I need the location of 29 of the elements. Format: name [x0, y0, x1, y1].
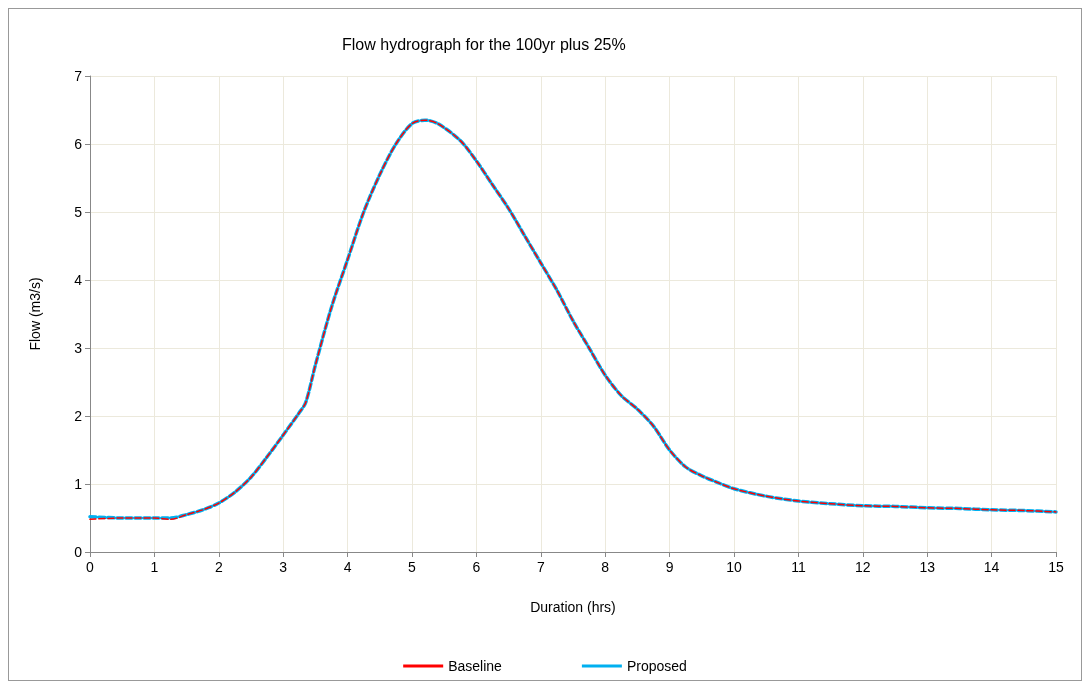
x-axis-title: Duration (hrs): [530, 599, 616, 615]
x-tick-label: 8: [601, 559, 610, 575]
x-tick-label: 3: [279, 559, 288, 575]
x-tick-label: 7: [536, 559, 545, 575]
x-tick-label: 1: [150, 559, 159, 575]
x-tick-label: 10: [726, 559, 742, 575]
x-tick-label: 15: [1048, 559, 1064, 575]
x-tick-label: 14: [983, 559, 1000, 575]
y-tick-label: 0: [74, 544, 83, 560]
y-tick-label: 5: [74, 204, 83, 220]
y-tick-label: 2: [74, 408, 83, 424]
x-tick-label: 9: [665, 559, 674, 575]
legend-label: Baseline: [448, 658, 503, 674]
y-tick-label: 6: [74, 136, 83, 152]
x-tick-label: 5: [408, 559, 417, 575]
x-tick-label: 11: [791, 559, 806, 575]
y-axis-title: Flow (m3/s): [27, 277, 43, 351]
x-tick-label: 6: [472, 559, 481, 575]
x-tick-label: 0: [86, 559, 95, 575]
y-tick-label: 7: [74, 68, 83, 84]
legend-label: Proposed: [626, 658, 687, 674]
y-tick-label: 1: [74, 476, 83, 492]
chart-title: Flow hydrograph for the 100yr plus 25%: [342, 35, 626, 53]
x-tick-label: 2: [214, 559, 223, 575]
x-tick-label: 12: [855, 559, 871, 575]
x-tick-label: 4: [343, 559, 352, 575]
y-tick-label: 4: [74, 272, 83, 288]
x-tick-label: 13: [919, 559, 936, 575]
y-tick-label: 3: [74, 340, 83, 356]
